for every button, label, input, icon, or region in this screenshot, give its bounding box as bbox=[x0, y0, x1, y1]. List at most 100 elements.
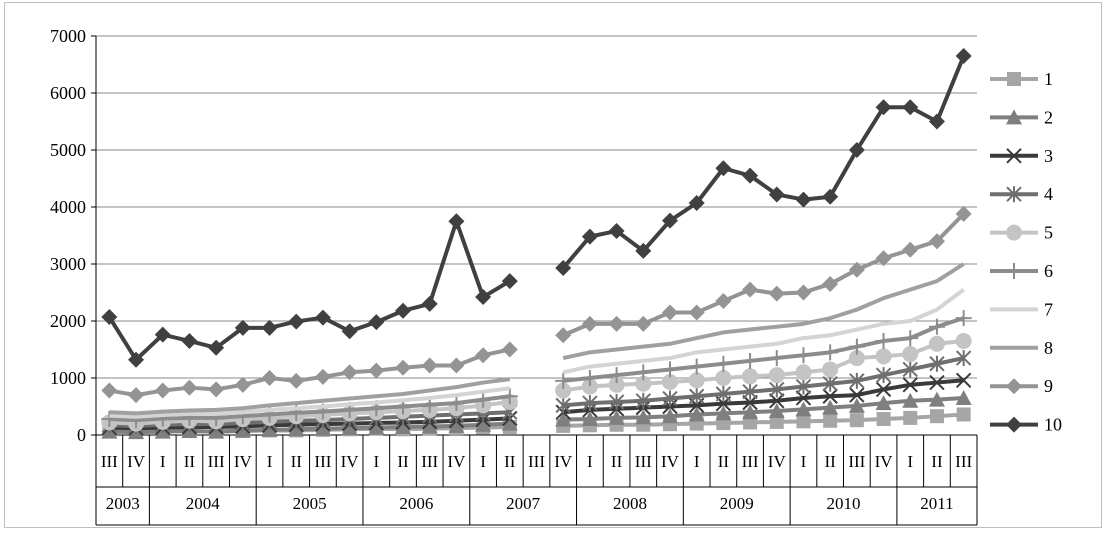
legend-swatch-marker bbox=[1006, 224, 1022, 241]
data-point-2 bbox=[822, 399, 839, 415]
data-point-6 bbox=[902, 330, 919, 347]
data-point-2 bbox=[395, 419, 412, 435]
data-point-5 bbox=[581, 378, 598, 395]
data-point-4 bbox=[902, 361, 918, 378]
data-point-9 bbox=[608, 315, 625, 332]
marker-stroke bbox=[1006, 148, 1022, 164]
data-point-9 bbox=[795, 284, 812, 301]
legend-label: 3 bbox=[1044, 146, 1053, 166]
data-point-3 bbox=[929, 374, 945, 391]
data-point-6 bbox=[768, 350, 785, 367]
data-point-10 bbox=[101, 309, 118, 326]
data-point-9 bbox=[128, 387, 145, 404]
data-point-1 bbox=[903, 410, 918, 425]
data-point-4 bbox=[662, 390, 678, 407]
series-line-5 bbox=[562, 338, 964, 393]
data-point-5 bbox=[875, 348, 892, 365]
year-label: 2009 bbox=[720, 494, 754, 513]
data-point-3 bbox=[742, 394, 758, 411]
data-point-2 bbox=[661, 408, 678, 424]
data-point-6 bbox=[928, 318, 945, 335]
data-point-5 bbox=[688, 372, 705, 389]
data-point-2 bbox=[608, 409, 625, 425]
legend-swatch-marker bbox=[1006, 378, 1022, 395]
data-point-3 bbox=[795, 390, 812, 406]
legend-label: 1 bbox=[1044, 69, 1053, 89]
data-point-6 bbox=[822, 344, 839, 361]
data-point-4 bbox=[875, 367, 892, 384]
legend-label: 5 bbox=[1044, 223, 1053, 243]
series-6 bbox=[101, 310, 972, 429]
data-point-4 bbox=[955, 350, 972, 367]
series-line-4 bbox=[109, 410, 510, 428]
marker-stroke bbox=[795, 390, 812, 406]
data-point-9 bbox=[341, 364, 358, 381]
data-point-9 bbox=[261, 370, 278, 386]
y-tick-label: 3000 bbox=[50, 254, 86, 274]
legend-label: 2 bbox=[1044, 107, 1053, 127]
quarter-label: II bbox=[504, 452, 516, 471]
data-point-9 bbox=[822, 275, 839, 292]
data-point-6 bbox=[715, 355, 732, 372]
data-point-10 bbox=[368, 314, 385, 331]
data-point-3 bbox=[849, 387, 865, 403]
quarter-label: I bbox=[480, 452, 486, 471]
data-point-9 bbox=[181, 379, 198, 396]
axis-layer: 0 1000 2000 3000 4000 5000 6000 7000 bbox=[50, 26, 977, 445]
data-point-2 bbox=[368, 419, 385, 435]
data-point-4 bbox=[582, 395, 598, 412]
data-point-5 bbox=[902, 346, 919, 363]
marker-stroke bbox=[769, 393, 785, 409]
data-point-6 bbox=[448, 395, 465, 412]
data-point-10 bbox=[875, 99, 892, 116]
quarter-label: IV bbox=[554, 452, 573, 471]
data-point-2 bbox=[768, 403, 785, 419]
data-point-10 bbox=[715, 160, 732, 177]
data-point-6 bbox=[875, 332, 892, 349]
data-point-10 bbox=[128, 351, 145, 368]
quarter-label: III bbox=[208, 452, 225, 471]
y-tick-label: 4000 bbox=[50, 197, 86, 217]
series-line-4 bbox=[563, 356, 965, 408]
data-point-10 bbox=[635, 242, 652, 259]
data-point-5 bbox=[661, 373, 678, 390]
data-point-4 bbox=[608, 393, 625, 410]
data-point-10 bbox=[955, 47, 972, 64]
data-point-9 bbox=[875, 250, 892, 267]
data-point-2 bbox=[875, 395, 892, 411]
quarter-label: III bbox=[635, 452, 652, 471]
legend-entry-3: 3 bbox=[990, 146, 1053, 166]
chart-frame: 0 1000 2000 3000 4000 5000 6000 7000 III IV I II II… bbox=[4, 2, 1102, 528]
series-line-10 bbox=[561, 55, 966, 270]
data-point-2 bbox=[635, 409, 652, 425]
x-axis-layer: III IV I II III IV I II III IV I II III IV I II III IV I II… bbox=[95, 435, 978, 526]
year-label: 2007 bbox=[506, 494, 541, 513]
quarter-label: I bbox=[694, 452, 700, 471]
data-point-5 bbox=[822, 361, 839, 378]
data-point-2 bbox=[581, 411, 598, 427]
series-line-6 bbox=[109, 394, 511, 423]
quarter-label: III bbox=[848, 452, 865, 471]
quarter-label: IV bbox=[127, 452, 146, 471]
data-point-2 bbox=[448, 417, 465, 433]
data-point-9 bbox=[715, 293, 732, 310]
data-point-9 bbox=[154, 382, 171, 399]
quarter-label: II bbox=[931, 452, 943, 471]
marker-stroke bbox=[849, 387, 865, 403]
data-point-9 bbox=[555, 327, 572, 344]
marker-stroke bbox=[929, 374, 945, 391]
series-line-3 bbox=[563, 378, 964, 415]
legend-swatch-marker bbox=[1006, 186, 1022, 203]
quarter-label: I bbox=[907, 452, 913, 471]
data-point-10 bbox=[288, 313, 305, 330]
legend-label: 10 bbox=[1044, 415, 1062, 435]
series-8 bbox=[109, 262, 965, 416]
series-line-10 bbox=[107, 219, 511, 362]
year-label: 2005 bbox=[293, 494, 327, 513]
data-point-10 bbox=[261, 319, 278, 336]
data-point-9 bbox=[208, 381, 225, 398]
quarter-label: I bbox=[267, 452, 273, 471]
y-tick-label: 1000 bbox=[50, 368, 86, 388]
series-line-6 bbox=[562, 316, 965, 383]
